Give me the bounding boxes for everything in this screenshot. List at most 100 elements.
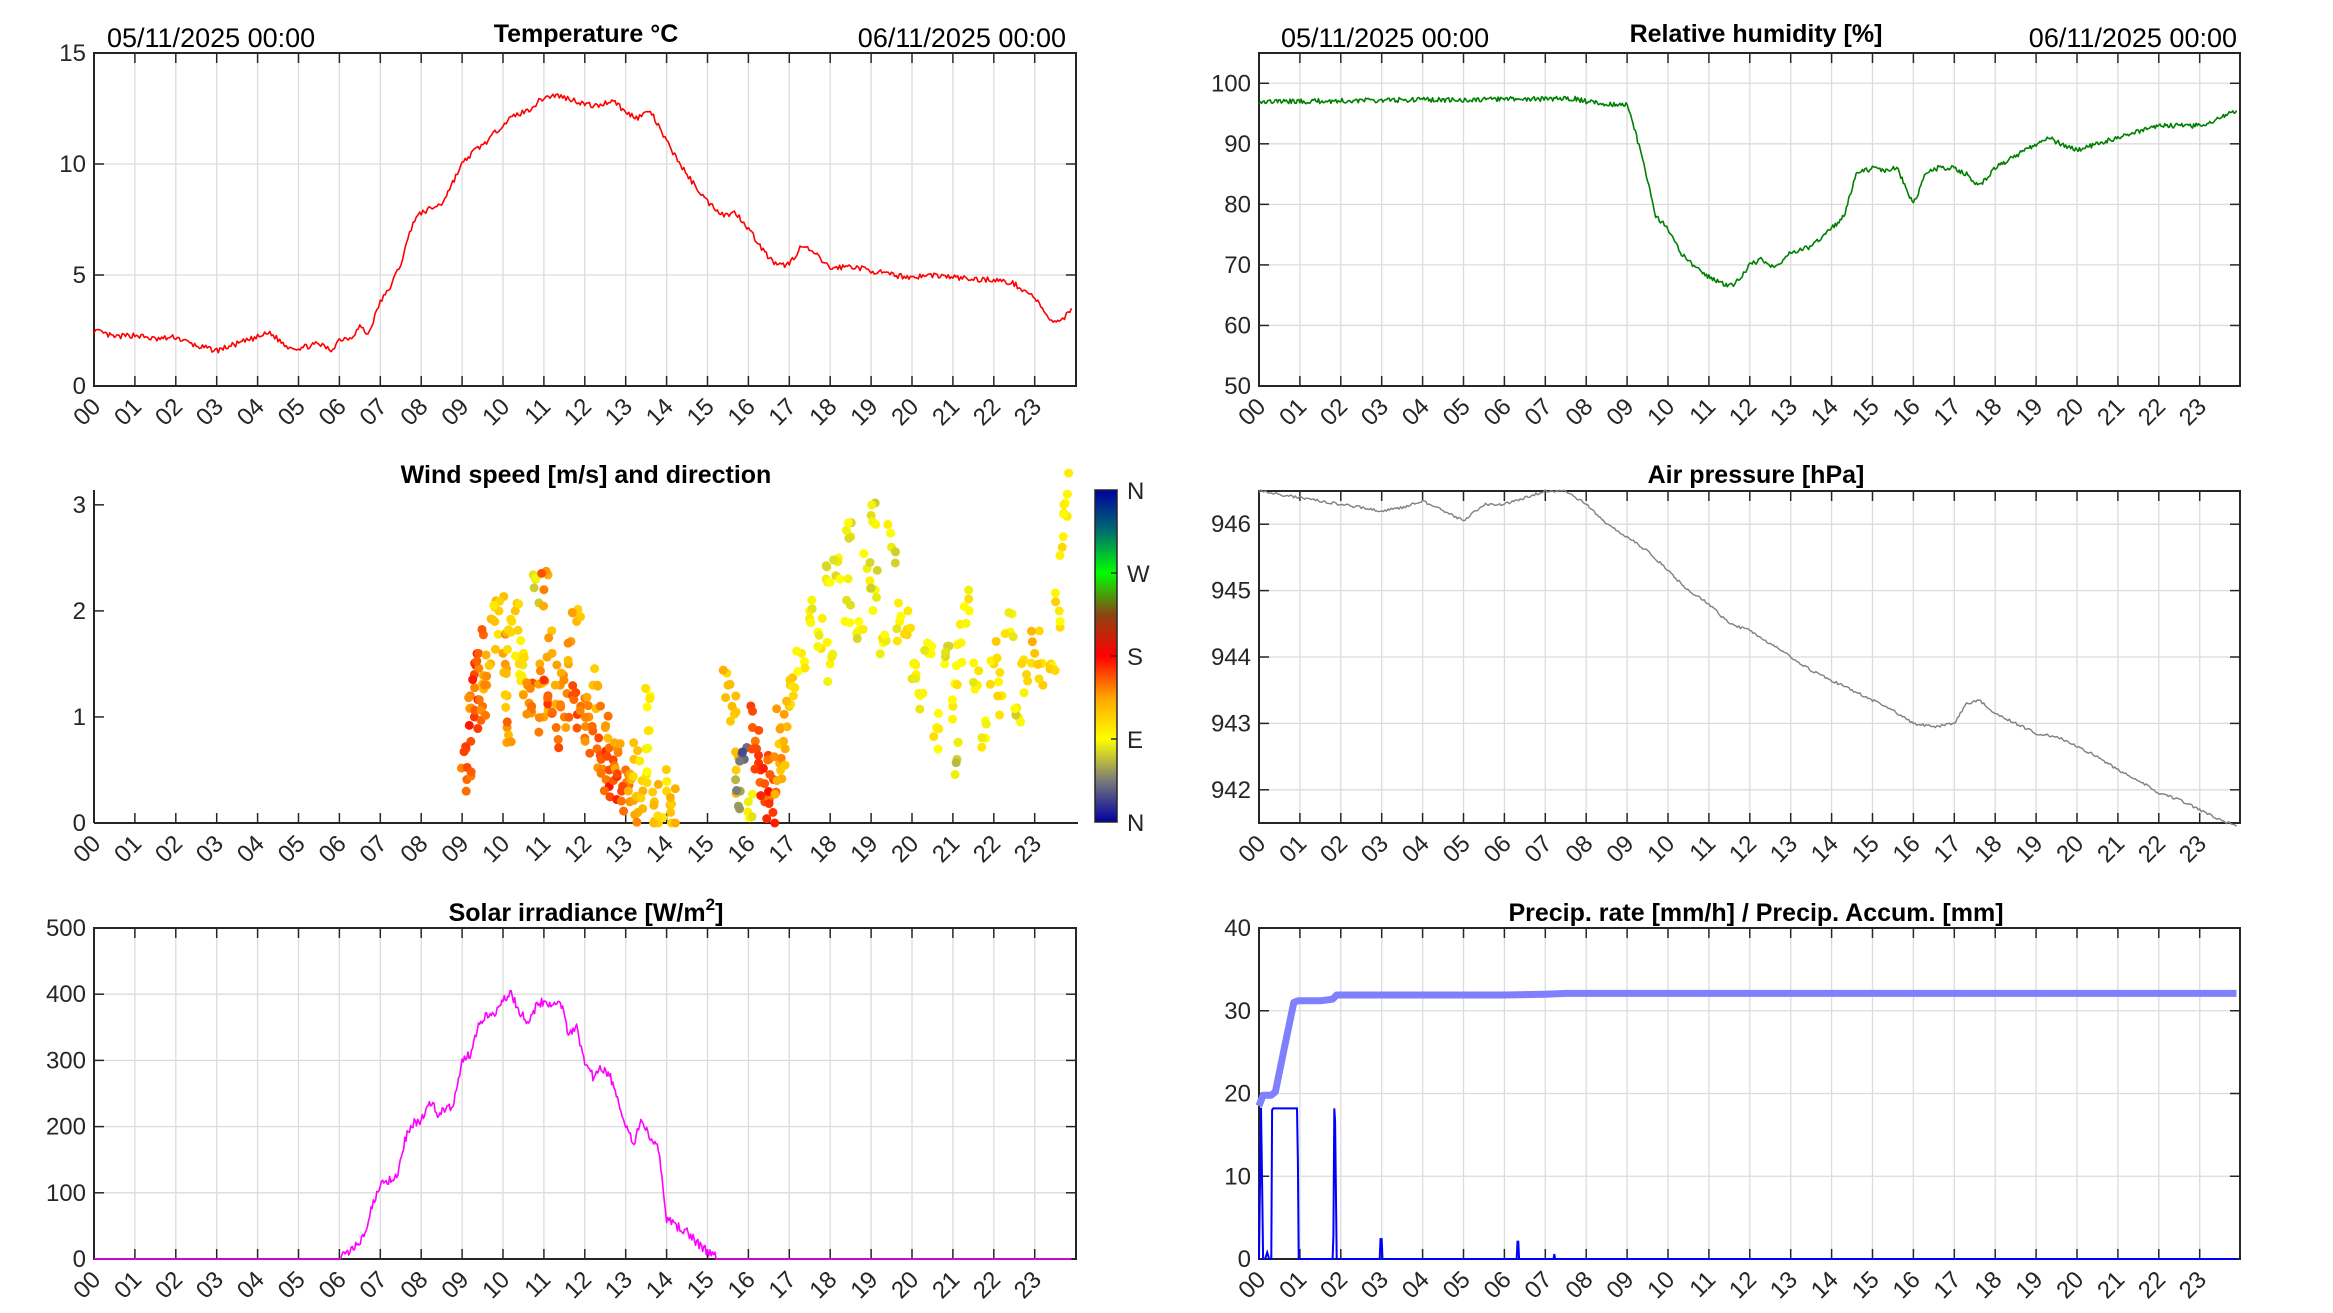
wind-data-point [638, 786, 648, 796]
wind-data-point [1050, 588, 1060, 598]
y-tick-label: 70 [1224, 252, 1251, 279]
wind-data-point [1055, 550, 1065, 560]
x-tick-label: 03 [191, 393, 229, 431]
wind-data-point [550, 680, 560, 690]
wind-data-point [590, 664, 600, 674]
y-tick-label: 10 [1224, 1163, 1251, 1190]
wind-data-point [516, 636, 526, 646]
wind-data-point [642, 702, 652, 712]
wind-data-point [721, 693, 731, 703]
x-tick-label: 13 [600, 830, 638, 868]
wind-data-point [534, 713, 544, 723]
wind-data-point [1027, 626, 1037, 636]
y-tick-label: 1 [73, 704, 86, 731]
wind-data-point [464, 720, 474, 730]
x-tick-label: 13 [600, 393, 638, 431]
wind-data-point [613, 747, 623, 757]
colorbar-label: E [1127, 727, 1143, 754]
x-tick-label: 21 [927, 1266, 965, 1304]
x-tick-label: 18 [804, 1266, 842, 1304]
wind-data-point [788, 691, 798, 701]
x-tick-label: 03 [191, 830, 229, 868]
precipitation-panel: Precip. rate [mm/h] / Precip. Accum. [mm… [1224, 899, 2241, 1304]
x-tick-label: 18 [1969, 1266, 2007, 1304]
x-tick-label: 21 [2092, 393, 2130, 431]
wind-data-point [754, 725, 764, 735]
wind-data-point [568, 681, 578, 691]
wind-data-point [968, 677, 978, 687]
y-tick-label: 2 [73, 598, 86, 625]
wind-data-point [841, 525, 851, 535]
wind-data-point [952, 680, 962, 690]
y-tick-label: 400 [46, 981, 86, 1008]
x-tick-label: 19 [2010, 830, 2048, 868]
x-tick-label: 16 [1888, 1266, 1926, 1304]
x-tick-label: 23 [1009, 393, 1047, 431]
wind-data-point [750, 736, 760, 746]
wind-data-point [822, 637, 832, 647]
wind-data-point [595, 701, 605, 711]
wind-data-point [629, 738, 639, 748]
temperature-plot: 00 01 02 03 04 05 06 07 08 09 10 11 12 13 14 15 16 17 18 19… [59, 40, 1077, 431]
wind-data-point [552, 660, 562, 670]
x-tick-label: 09 [1601, 393, 1639, 431]
wind-data-point [959, 602, 969, 612]
wind-data-point [601, 721, 611, 731]
x-tick-label: 03 [1356, 830, 1394, 868]
solar-title-main: Solar irradiance [W/m [449, 899, 706, 927]
wind-data-point [845, 618, 855, 628]
wind-data-point [481, 710, 491, 720]
x-tick-label: 10 [477, 830, 515, 868]
wind-data-point [995, 668, 1005, 678]
y-tick-label: 0 [73, 373, 86, 400]
x-tick-label: 14 [1806, 1266, 1844, 1304]
wind-data-point [501, 702, 511, 712]
wind-data-point [510, 651, 520, 661]
x-tick-label: 03 [1356, 1266, 1394, 1304]
wind-data-point [643, 726, 653, 736]
wind-data-point [599, 786, 609, 796]
x-tick-label: 07 [1520, 393, 1558, 431]
y-tick-label: 60 [1224, 312, 1251, 339]
x-tick-label: 15 [1847, 1266, 1885, 1304]
wind-data-point [782, 722, 792, 732]
x-tick-label: 18 [1969, 393, 2007, 431]
x-tick-label: 02 [150, 1266, 188, 1304]
y-tick-label: 942 [1211, 777, 1251, 804]
wind-data-point [823, 677, 833, 687]
wind-data-point [1062, 489, 1072, 499]
wind-data-point [470, 683, 480, 693]
wind-data-point [480, 680, 490, 690]
wind-data-point [519, 652, 529, 662]
wind-data-point [920, 645, 930, 655]
wind-data-point [592, 680, 602, 690]
x-tick-label: 11 [519, 393, 556, 430]
wind-data-point [747, 789, 757, 799]
wind-data-point [649, 800, 659, 810]
wind-data-point [735, 804, 745, 814]
x-tick-label: 17 [1929, 1266, 1967, 1304]
wind-data-point [992, 653, 1002, 663]
wind-data-point [517, 671, 527, 681]
x-tick-label: 17 [1929, 830, 1967, 868]
wind-data-point [852, 634, 862, 644]
wind-data-point [551, 723, 561, 733]
wind-data-point [493, 629, 503, 639]
wind-data-point [670, 784, 680, 794]
x-tick-label: 08 [395, 1266, 433, 1304]
x-tick-label: 04 [232, 1266, 270, 1304]
wind-data-point [779, 736, 789, 746]
wind-data-point [556, 668, 566, 678]
wind-data-point [892, 624, 902, 634]
wind-data-point [502, 717, 512, 727]
x-tick-label: 01 [1274, 1266, 1312, 1304]
x-tick-label: 09 [436, 1266, 474, 1304]
colorbar-label: N [1127, 810, 1144, 837]
wind-data-point [995, 710, 1005, 720]
x-tick-label: 07 [1520, 1266, 1558, 1304]
wind-data-point [974, 666, 984, 676]
x-tick-label: 02 [1315, 393, 1353, 431]
x-tick-label: 06 [1479, 393, 1517, 431]
x-tick-label: 19 [845, 830, 883, 868]
wind-data-point [489, 600, 499, 610]
